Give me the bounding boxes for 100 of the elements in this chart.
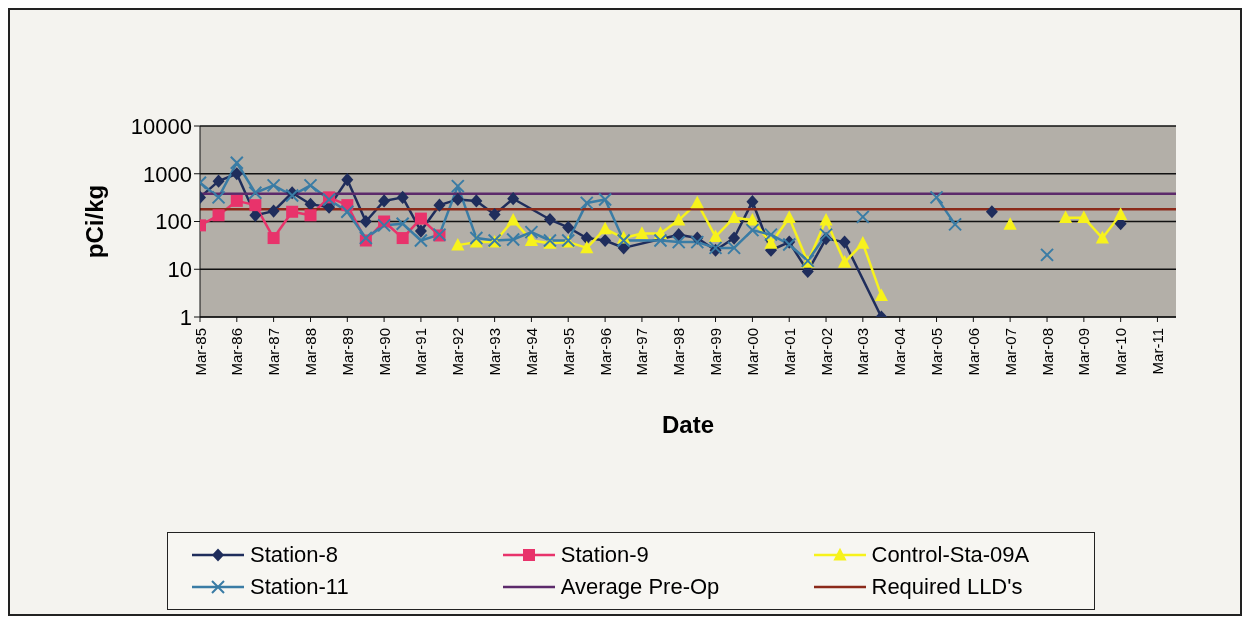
point	[248, 185, 263, 200]
y-tick-label: 1	[179, 304, 192, 330]
point	[635, 226, 649, 239]
point	[1114, 207, 1128, 220]
x-tick-label: Mar-04	[891, 328, 909, 376]
x-tick-label: Mar-87	[265, 328, 283, 376]
point	[543, 212, 556, 227]
y-tick-label: 10	[167, 257, 192, 283]
x-tick-label: Mar-88	[302, 328, 320, 376]
point	[1077, 210, 1091, 224]
point	[377, 218, 392, 233]
x-tick-label: Mar-00	[743, 328, 761, 376]
point	[763, 227, 778, 242]
point	[524, 233, 539, 246]
point	[267, 232, 280, 245]
point	[433, 198, 446, 212]
x-tick-label: Mar-85	[191, 328, 209, 376]
point	[413, 233, 428, 248]
legend-label: Required LLD's	[871, 574, 1023, 600]
point	[671, 235, 686, 250]
point	[653, 233, 668, 248]
point	[359, 214, 372, 229]
point	[470, 194, 483, 208]
x-tick-label: Mar-08	[1038, 328, 1056, 376]
x-tick-label: Mar-86	[228, 328, 246, 376]
point	[340, 204, 355, 219]
point	[728, 231, 741, 245]
x-tick-label: Mar-95	[559, 328, 577, 376]
x-tick-label: Mar-94	[522, 328, 540, 376]
point	[745, 223, 760, 238]
point	[451, 237, 465, 251]
x-tick-label: Mar-06	[964, 328, 982, 376]
point	[1095, 230, 1109, 244]
point	[838, 235, 851, 249]
point	[727, 240, 742, 255]
point	[451, 192, 464, 207]
point	[212, 174, 225, 188]
legend-label: Station-11	[250, 574, 349, 600]
legend-label: Average Pre-Op	[560, 574, 720, 600]
point	[727, 210, 741, 224]
point	[506, 232, 521, 247]
x-tick-label: Mar-03	[854, 328, 872, 376]
x-tick-label: Mar-93	[486, 328, 504, 376]
y-tick-label: 100	[155, 209, 192, 235]
x-tick-label: Mar-91	[412, 328, 430, 376]
point	[304, 209, 317, 222]
point	[874, 288, 888, 302]
x-tick-label: Mar-98	[670, 328, 688, 376]
point	[690, 195, 704, 209]
point	[378, 194, 391, 208]
point	[580, 231, 593, 245]
point	[266, 178, 281, 193]
point	[819, 212, 833, 226]
point	[212, 209, 225, 222]
point	[286, 205, 299, 218]
x-tick-label: Mar-01	[780, 328, 798, 376]
point	[450, 179, 465, 194]
point	[598, 192, 613, 207]
point	[617, 241, 630, 255]
point	[782, 210, 796, 224]
point	[414, 212, 427, 225]
point	[856, 236, 870, 249]
point	[599, 233, 612, 248]
point	[211, 190, 226, 205]
point	[855, 209, 870, 224]
x-tick-label: Mar-11	[1148, 328, 1166, 375]
x-axis-title: Date	[661, 411, 715, 438]
point	[506, 212, 520, 226]
point	[1040, 247, 1055, 262]
point	[672, 228, 685, 242]
point	[837, 255, 852, 268]
point	[579, 195, 594, 210]
point	[249, 199, 262, 212]
point	[1059, 210, 1073, 224]
y-tick-label: 10000	[130, 113, 192, 139]
point	[304, 197, 317, 211]
point	[396, 232, 409, 245]
point	[598, 221, 612, 235]
point	[580, 240, 594, 254]
point	[708, 229, 723, 243]
y-axis-title: pCi/kg	[80, 184, 108, 259]
x-tick-label: Mar-96	[596, 328, 614, 376]
point	[985, 205, 998, 219]
point	[690, 235, 705, 250]
x-tick-label: Mar-99	[707, 328, 725, 376]
y-tick-label: 1000	[143, 161, 192, 187]
x-tick-label: Mar-97	[633, 328, 651, 376]
point	[341, 173, 354, 187]
point	[746, 195, 759, 209]
point	[819, 227, 834, 242]
point	[395, 216, 410, 231]
point	[524, 225, 539, 240]
point	[764, 236, 778, 249]
x-tick-label: Mar-09	[1075, 328, 1093, 376]
point	[230, 194, 243, 207]
x-tick-label: Mar-89	[338, 328, 356, 376]
legend-label: Station-8	[250, 542, 339, 568]
x-tick-label: Mar-92	[449, 328, 467, 376]
point	[229, 155, 244, 170]
legend-label: Station-9	[560, 542, 649, 568]
